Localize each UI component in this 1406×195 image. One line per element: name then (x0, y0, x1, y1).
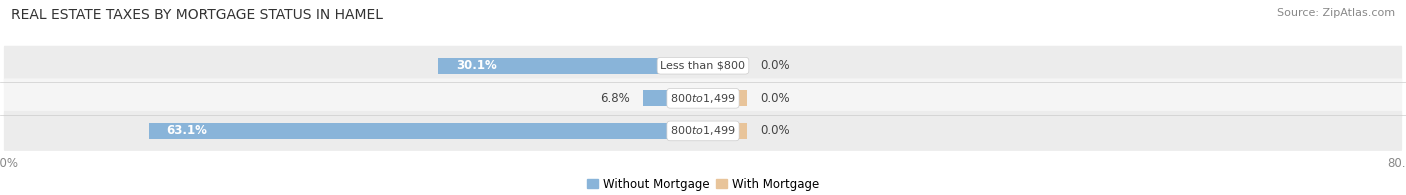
Text: 6.8%: 6.8% (600, 92, 630, 105)
FancyBboxPatch shape (4, 46, 1402, 86)
Text: $800 to $1,499: $800 to $1,499 (671, 124, 735, 137)
Text: 0.0%: 0.0% (761, 92, 790, 105)
Bar (703, 90, 747, 106)
FancyBboxPatch shape (4, 78, 1402, 118)
Text: $800 to $1,499: $800 to $1,499 (671, 92, 735, 105)
Bar (703, 123, 747, 139)
Bar (644, 90, 703, 106)
Text: Source: ZipAtlas.com: Source: ZipAtlas.com (1277, 8, 1395, 18)
FancyBboxPatch shape (4, 111, 1402, 151)
Bar (703, 58, 747, 74)
Text: Less than $800: Less than $800 (661, 61, 745, 71)
Text: 0.0%: 0.0% (761, 59, 790, 72)
Bar (439, 58, 703, 74)
Text: 63.1%: 63.1% (166, 124, 207, 137)
Text: 30.1%: 30.1% (456, 59, 496, 72)
Text: 0.0%: 0.0% (761, 124, 790, 137)
Legend: Without Mortgage, With Mortgage: Without Mortgage, With Mortgage (582, 173, 824, 195)
Bar (149, 123, 703, 139)
Text: REAL ESTATE TAXES BY MORTGAGE STATUS IN HAMEL: REAL ESTATE TAXES BY MORTGAGE STATUS IN … (11, 8, 384, 22)
